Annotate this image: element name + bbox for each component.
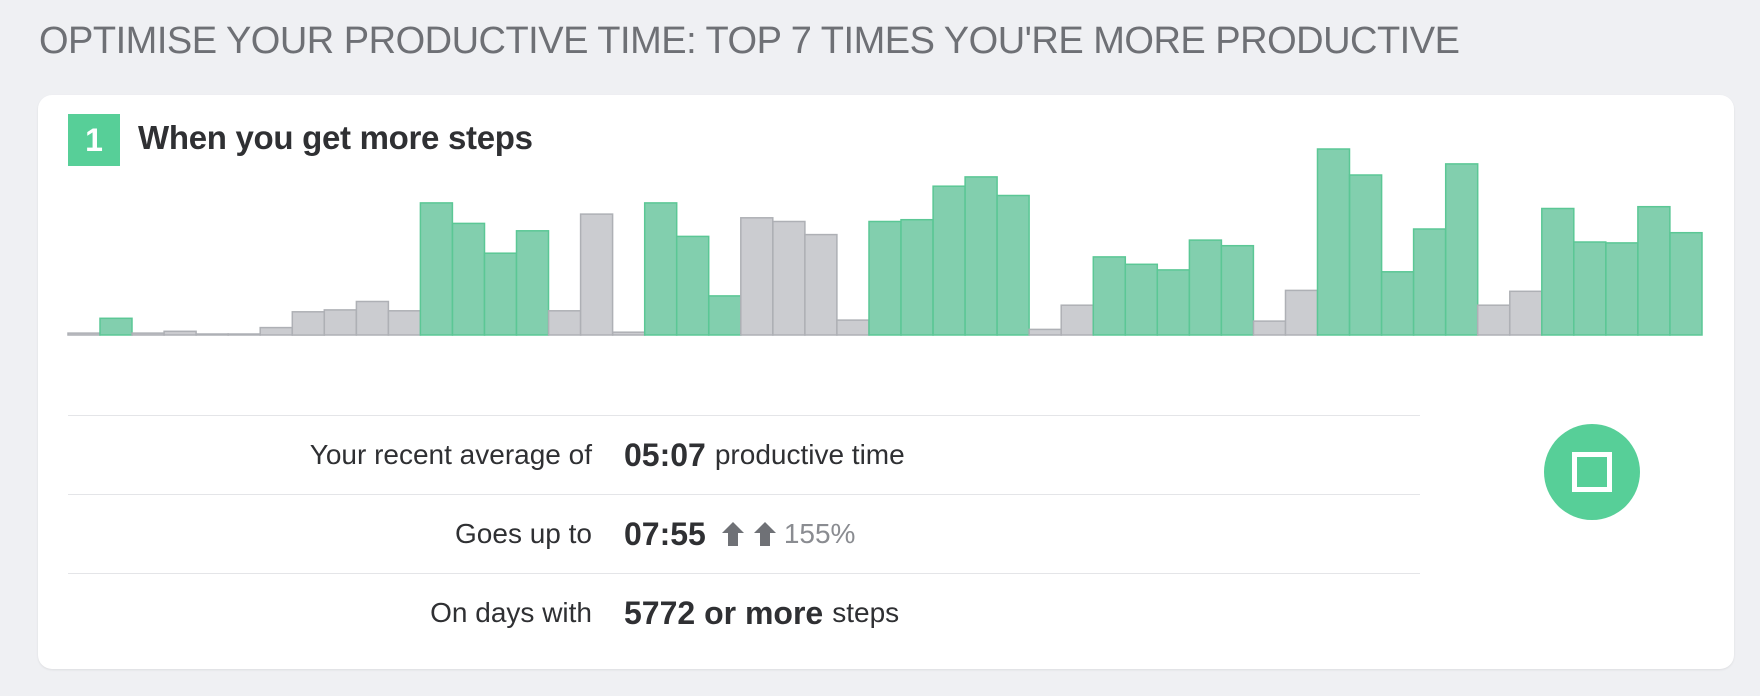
chart-bar: [1060, 304, 1094, 336]
chart-bar: [419, 202, 454, 336]
chart-bar: [804, 233, 838, 336]
increase-arrows: [720, 520, 778, 548]
chart-bar: [996, 194, 1030, 336]
page-title: OPTIMISE YOUR PRODUCTIVE TIME: TOP 7 TIM…: [39, 20, 1460, 62]
chart-bar: [1444, 163, 1479, 336]
chart-bar: [547, 310, 582, 336]
steps-bar-chart: [67, 148, 1703, 336]
chart-bar: [387, 310, 422, 336]
chart-bar: [868, 220, 902, 336]
chart-bar: [1476, 304, 1511, 336]
stop-button[interactable]: [1544, 424, 1640, 520]
chart-bar: [1380, 271, 1415, 336]
card-heading: When you get more steps: [138, 119, 533, 156]
chart-bar: [1348, 174, 1383, 336]
chart-bar: [323, 309, 358, 336]
chart-bar: [259, 326, 293, 336]
chart-bar: [1124, 263, 1159, 336]
condition-label: On days with: [430, 597, 592, 628]
chart-bar: [1028, 328, 1062, 336]
up-percent: 155%: [783, 518, 856, 549]
stat-row-condition: On days with 5772 or more steps: [68, 573, 1420, 652]
stats-table: Your recent average of 05:07 productive …: [68, 415, 1420, 652]
chart-bar: [515, 230, 550, 336]
chart-bar: [932, 185, 966, 336]
chart-bar: [675, 235, 710, 336]
rank-badge: 1: [68, 114, 120, 166]
chart-bar: [1541, 207, 1575, 336]
up-label: Goes up to: [455, 518, 592, 549]
arrow-up-icon: [753, 522, 776, 546]
up-value: 07:55: [624, 515, 706, 552]
chart-bar: [483, 252, 518, 336]
chart-bar: [131, 332, 165, 336]
chart-bar: [900, 218, 934, 336]
up-value-group: 07:55 155%: [624, 516, 855, 553]
chart-bar: [1605, 242, 1639, 336]
chart-bar: [740, 217, 774, 336]
chart-bar: [227, 333, 261, 336]
stat-row-average: Your recent average of 05:07 productive …: [68, 415, 1420, 494]
chart-bar: [163, 330, 197, 336]
chart-bar: [355, 300, 390, 336]
average-value-group: 05:07 productive time: [624, 437, 905, 474]
chart-bar: [1573, 241, 1607, 336]
stat-row-increase: Goes up to 07:55 155%: [68, 494, 1420, 573]
chart-bar: [1220, 244, 1255, 336]
chart-bar: [964, 176, 998, 336]
chart-bar: [643, 202, 678, 336]
chart-bar: [195, 333, 229, 336]
chart-bar: [1284, 289, 1319, 336]
chart-bar: [708, 295, 742, 336]
chart-bar: [291, 311, 326, 336]
condition-value: 5772 or more: [624, 594, 824, 631]
chart-bar: [1252, 320, 1287, 336]
chart-bar: [99, 317, 133, 336]
average-suffix: productive time: [714, 439, 905, 470]
chart-bar: [611, 331, 646, 336]
chart-bar: [67, 332, 101, 336]
chart-bar: [1092, 256, 1127, 336]
chart-bar: [1188, 239, 1223, 336]
average-label: Your recent average of: [309, 439, 592, 470]
condition-value-group: 5772 or more steps: [624, 595, 899, 632]
stop-icon: [1572, 452, 1612, 492]
chart-bar: [1412, 228, 1447, 336]
chart-bar: [1156, 269, 1191, 336]
average-value: 05:07: [624, 436, 706, 473]
chart-bar: [579, 213, 614, 336]
arrow-up-icon: [721, 522, 744, 546]
chart-bar: [1637, 205, 1671, 336]
chart-bar: [772, 220, 806, 336]
chart-bar: [1509, 290, 1543, 336]
chart-bar: [1316, 148, 1351, 336]
chart-bar: [836, 319, 870, 336]
chart-bar: [1669, 231, 1703, 336]
chart-bar: [451, 222, 486, 336]
condition-suffix: steps: [832, 597, 900, 628]
insight-card: 1 When you get more steps Your recent av…: [38, 95, 1734, 669]
